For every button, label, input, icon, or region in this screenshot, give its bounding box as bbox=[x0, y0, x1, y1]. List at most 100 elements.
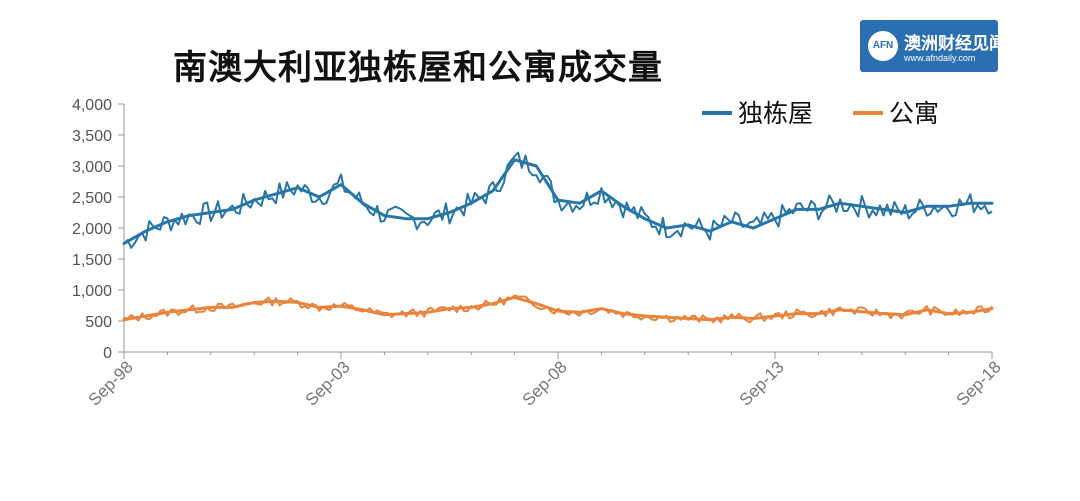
series-house-point bbox=[947, 205, 950, 208]
series-apartment-point bbox=[687, 317, 690, 320]
series-apartment-point bbox=[491, 302, 495, 305]
afn-logo: AFN 澳洲财经见闻 www.afndaily.com bbox=[860, 20, 1006, 72]
chart-title: 南澳大利亚独栋屋和公寓成交量 bbox=[173, 48, 663, 88]
series-apartment-point bbox=[209, 306, 212, 309]
series-house-point bbox=[621, 205, 625, 208]
series-house-point bbox=[209, 211, 212, 214]
series-house-point bbox=[383, 214, 386, 217]
series-apartment-raw-line bbox=[123, 294, 993, 324]
series-apartment-point bbox=[730, 316, 733, 319]
series-apartment-point bbox=[665, 316, 668, 319]
series-house-point bbox=[882, 208, 885, 211]
chart-series bbox=[122, 151, 994, 324]
logo-url: www.afndaily.com bbox=[904, 53, 976, 63]
series-apartment-point bbox=[621, 312, 625, 315]
series-apartment-point bbox=[296, 301, 299, 304]
x-tick-label: Sep-98 bbox=[85, 357, 137, 409]
series-house-point bbox=[665, 226, 668, 230]
series-house-point bbox=[990, 202, 994, 205]
series-house-point bbox=[122, 242, 126, 245]
series-house-point bbox=[296, 186, 299, 189]
x-tick-label: Sep-13 bbox=[736, 357, 788, 409]
series-house-point bbox=[730, 220, 733, 223]
series-house-point bbox=[708, 229, 712, 233]
series-house-point bbox=[404, 217, 408, 220]
series-house-point bbox=[535, 164, 538, 168]
y-tick-label: 2,000 bbox=[72, 221, 112, 238]
series-house-point bbox=[253, 198, 256, 202]
series-house-point bbox=[817, 208, 820, 211]
series-apartment-point bbox=[318, 306, 321, 309]
legend-label-apartment: 公寓 bbox=[889, 99, 939, 128]
series-house-point bbox=[491, 189, 495, 192]
series-house-point bbox=[904, 211, 907, 214]
series-apartment-point bbox=[426, 311, 429, 314]
x-tick-label: Sep-08 bbox=[519, 357, 571, 409]
series-house-point bbox=[339, 183, 343, 186]
series-apartment-point bbox=[925, 308, 929, 312]
series-house-point bbox=[448, 211, 451, 214]
legend-label-house: 独栋屋 bbox=[738, 99, 813, 128]
series-apartment-point bbox=[231, 306, 234, 309]
series-apartment-point bbox=[600, 307, 603, 310]
series-house-point bbox=[470, 202, 473, 205]
series-apartment-point bbox=[513, 296, 516, 299]
y-tick-label: 3,500 bbox=[72, 128, 112, 145]
series-apartment-point bbox=[339, 304, 343, 308]
series-apartment-point bbox=[470, 306, 473, 309]
y-tick-label: 2,500 bbox=[72, 190, 112, 207]
x-tick-label: Sep-03 bbox=[302, 357, 354, 409]
series-house-point bbox=[925, 205, 929, 208]
series-apartment-point bbox=[144, 314, 147, 318]
series-apartment-point bbox=[383, 313, 386, 316]
series-apartment-point bbox=[556, 309, 560, 313]
series-house-point bbox=[513, 158, 516, 161]
series-apartment-point bbox=[643, 314, 646, 318]
series-house-point bbox=[600, 189, 603, 192]
series-apartment-point bbox=[187, 308, 191, 312]
series-house-point bbox=[969, 202, 972, 205]
series-house-point bbox=[752, 226, 755, 230]
y-tick-label: 500 bbox=[85, 314, 112, 331]
series-house-point bbox=[795, 208, 798, 211]
series-house-point bbox=[361, 202, 364, 205]
series-apartment-point bbox=[817, 312, 820, 315]
series-house-point bbox=[860, 205, 863, 208]
series-apartment-point bbox=[773, 314, 777, 318]
series-apartment-point bbox=[795, 312, 798, 315]
series-house-point bbox=[318, 195, 321, 199]
series-house-point bbox=[274, 192, 278, 196]
series-house-point bbox=[144, 229, 147, 233]
series-apartment-point bbox=[578, 311, 581, 314]
series-apartment-point bbox=[448, 307, 451, 310]
series-house-point bbox=[578, 202, 581, 205]
series-house-point bbox=[166, 220, 169, 223]
y-tick-label: 3,000 bbox=[72, 159, 112, 176]
series-apartment-point bbox=[122, 318, 126, 321]
series-apartment-point bbox=[904, 313, 907, 316]
series-apartment-point bbox=[708, 318, 712, 321]
y-tick-label: 0 bbox=[103, 345, 112, 362]
chart-axes: 0 500 1,000 1,500 2,000 2,500 3,000 3,500 4,000 S… bbox=[72, 97, 1005, 410]
series-apartment-point bbox=[969, 311, 972, 314]
series-apartment-point bbox=[166, 311, 169, 314]
series-apartment-point bbox=[838, 308, 842, 312]
series-apartment-point bbox=[860, 310, 863, 313]
series-apartment-point bbox=[253, 301, 256, 304]
series-house-point bbox=[687, 223, 690, 227]
series-house-point bbox=[773, 217, 777, 220]
afn-badge-icon: AFN bbox=[868, 31, 898, 61]
series-house-point bbox=[838, 202, 842, 205]
series-house-point bbox=[187, 214, 191, 217]
series-house-point bbox=[231, 208, 234, 211]
series-house-point bbox=[643, 217, 646, 220]
x-tick-label: Sep-18 bbox=[953, 357, 1005, 409]
series-apartment-point bbox=[361, 308, 364, 312]
series-apartment-point bbox=[752, 317, 755, 320]
y-tick-label: 1,000 bbox=[72, 283, 112, 300]
series-apartment-point bbox=[990, 307, 994, 310]
series-apartment-point bbox=[535, 302, 538, 305]
chart-legend: 独栋屋 公寓 bbox=[702, 99, 939, 128]
y-tick-label: 4,000 bbox=[72, 97, 112, 114]
